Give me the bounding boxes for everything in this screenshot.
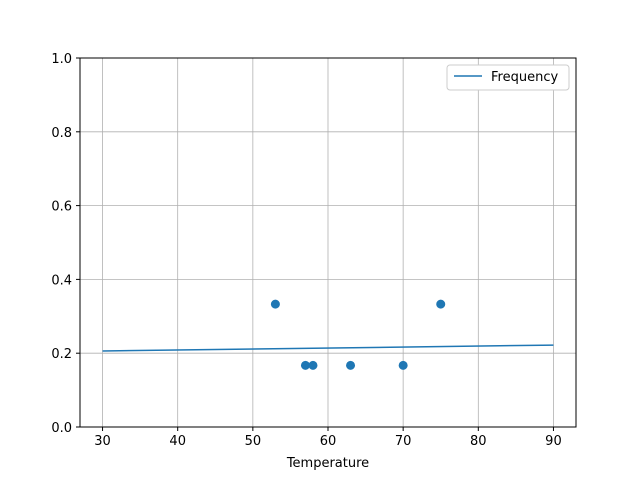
y-tick-label: 1.0 — [51, 52, 72, 67]
y-tick-label: 0.4 — [51, 273, 72, 288]
scatter-point — [346, 360, 356, 370]
y-tick-label: 0.2 — [51, 347, 72, 362]
scatter-point — [436, 299, 446, 309]
x-tick-label: 80 — [470, 434, 487, 449]
legend-box — [446, 64, 570, 91]
marks — [102, 299, 554, 370]
scatter-point — [300, 360, 310, 370]
scatter-point — [398, 360, 408, 370]
legend: Frequency — [446, 64, 570, 91]
x-axis-label: Temperature — [286, 456, 369, 471]
ticks: 30 40 50 60 70 80 90 0.0 0.2 0.4 0.6 0.8 1.0 — [51, 52, 561, 449]
x-tick-label: 60 — [320, 434, 337, 449]
x-tick-label: 70 — [395, 434, 412, 449]
scatter-point — [270, 299, 280, 309]
y-tick-label: 0.6 — [51, 200, 72, 215]
frequency-line — [102, 344, 554, 352]
x-tick-label: 90 — [545, 434, 562, 449]
x-tick-label: 30 — [94, 434, 111, 449]
y-tick-label: 0.0 — [51, 421, 72, 436]
x-tick-label: 40 — [169, 434, 186, 449]
legend-label: Frequency — [491, 70, 558, 85]
x-tick-label: 50 — [245, 434, 262, 449]
y-tick-label: 0.8 — [51, 126, 72, 141]
scatter-point — [308, 360, 318, 370]
grid — [80, 57, 576, 428]
